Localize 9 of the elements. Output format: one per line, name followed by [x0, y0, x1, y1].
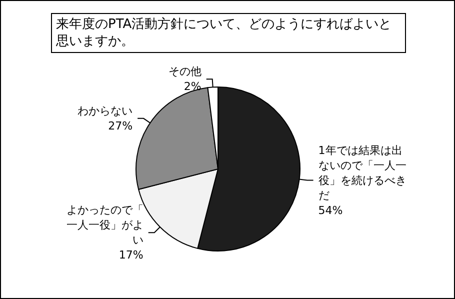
slice-label: わからない	[78, 104, 133, 118]
data-label: 2%	[184, 80, 202, 94]
chart-title: 来年度のPTA活動方針について、どのようにすればよいと思いますか。	[55, 16, 392, 49]
slice-label: 1年では結果は出ないので「一人一役」を続けるべきだ	[318, 144, 406, 202]
data-label: 54%	[318, 204, 343, 217]
data-label: 17%	[118, 248, 144, 262]
slice-label: よかったので「一人一役」がよい	[66, 204, 144, 247]
data-label: 27%	[108, 119, 133, 132]
slice-label: その他	[168, 65, 202, 78]
